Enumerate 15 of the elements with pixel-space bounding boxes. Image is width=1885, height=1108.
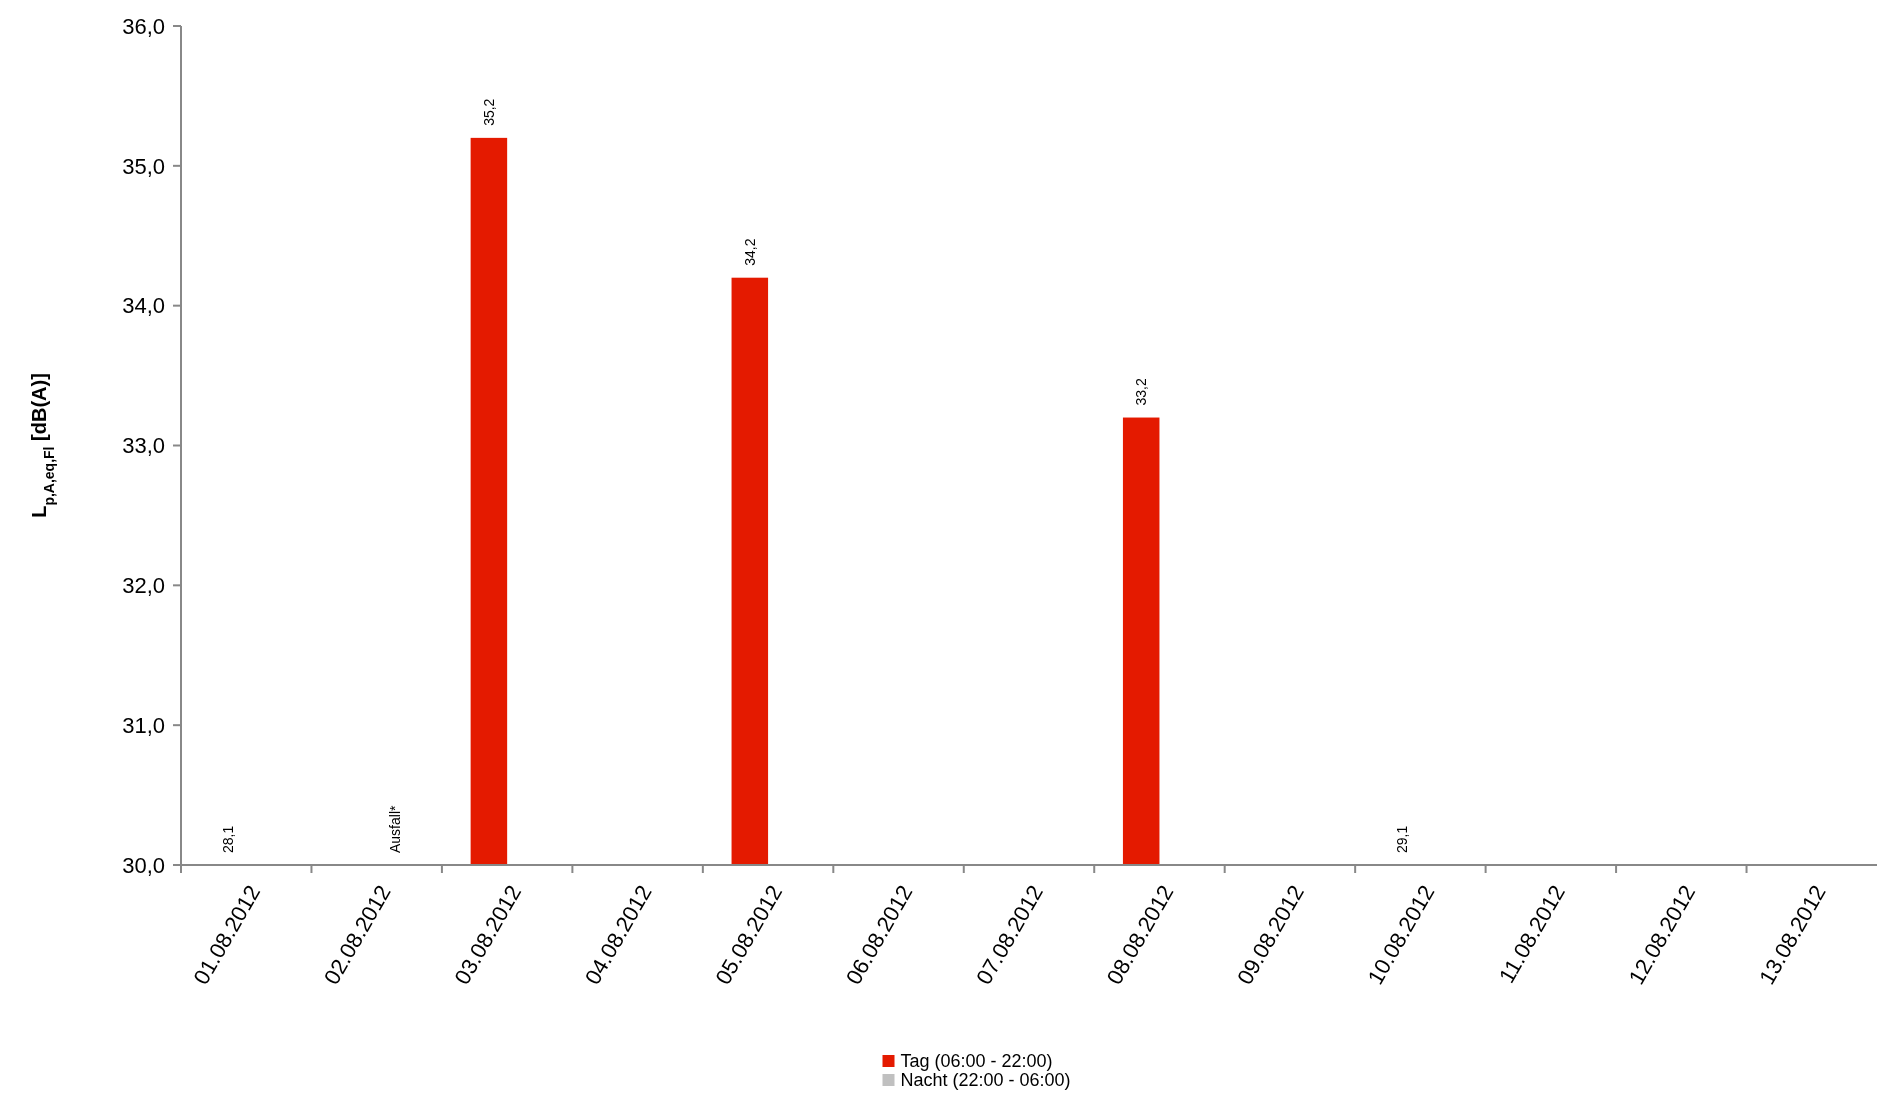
- y-tick-label: 30,0: [122, 852, 165, 878]
- y-tick-label: 36,0: [122, 13, 165, 39]
- data-label: 35,2: [480, 98, 497, 126]
- y-tick-label: 31,0: [122, 712, 165, 738]
- y-tick-label: 32,0: [122, 573, 165, 599]
- legend-label: Tag (06:00 - 22:00): [900, 1051, 1053, 1072]
- y-tick-label: 35,0: [122, 153, 165, 179]
- text: 29,1: [1394, 825, 1411, 853]
- y-tick-label: 34,0: [122, 293, 165, 319]
- data-label: 33,2: [1133, 378, 1150, 406]
- text: Ausfall*: [386, 805, 403, 853]
- y-tick-label: 33,0: [122, 433, 165, 459]
- legend-label: Nacht (22:00 - 06:00): [900, 1070, 1071, 1091]
- data-label: 34,2: [741, 238, 758, 266]
- text: 28,1: [219, 825, 236, 853]
